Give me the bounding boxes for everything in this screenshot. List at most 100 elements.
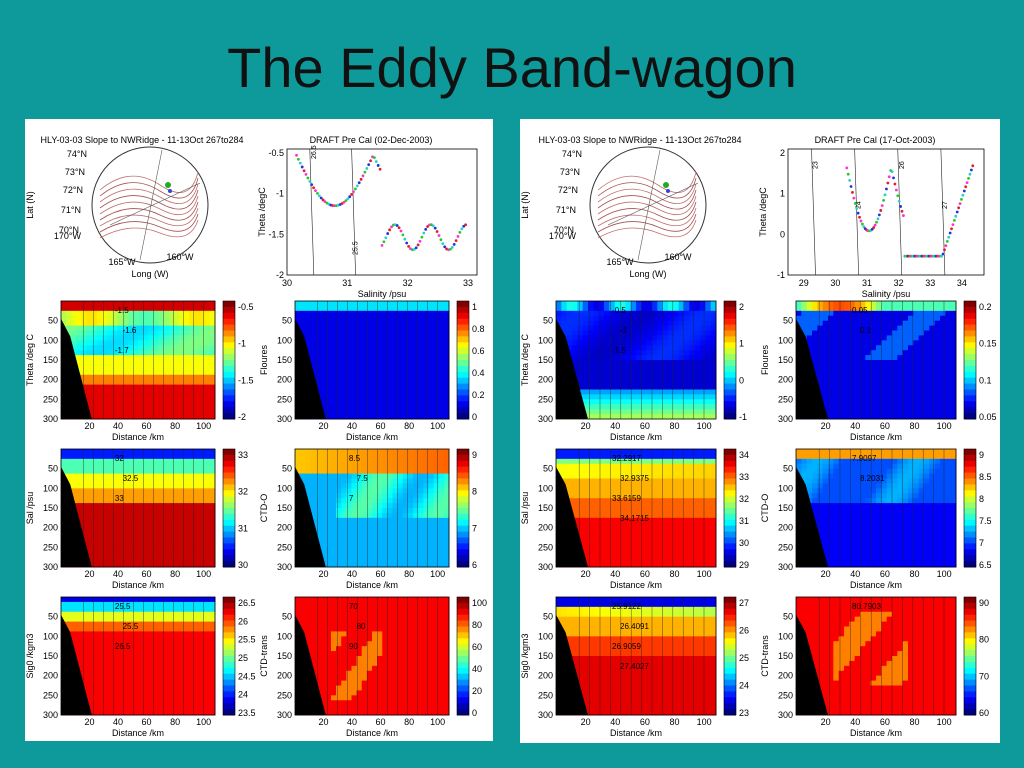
section-cell xyxy=(336,498,342,504)
section-cell xyxy=(138,463,144,470)
section-cell xyxy=(86,522,93,529)
section-cell xyxy=(71,626,77,632)
section-cell xyxy=(173,305,180,312)
section-cell xyxy=(199,498,206,504)
section-cell xyxy=(341,340,347,346)
section-cell xyxy=(189,656,195,662)
map-gridline-right xyxy=(637,149,661,261)
ts-isopycnal-label: 23 xyxy=(813,161,820,169)
section-cell xyxy=(315,320,322,327)
section-cell xyxy=(361,360,368,366)
section-cell xyxy=(325,399,332,405)
section-cell xyxy=(325,483,332,489)
section-cell xyxy=(138,449,144,455)
section-cell xyxy=(387,468,394,475)
section-cell xyxy=(428,636,435,642)
section-cell xyxy=(346,527,352,534)
section-cell xyxy=(66,478,72,484)
section-cell xyxy=(418,517,424,524)
section-cell xyxy=(184,552,190,558)
section-cell xyxy=(382,527,388,534)
section-cell xyxy=(209,517,216,524)
section-cell xyxy=(413,483,419,489)
section-cell xyxy=(402,547,409,553)
section-cell xyxy=(194,478,201,484)
section-xtick-label: 60 xyxy=(376,421,386,431)
section-cell xyxy=(428,350,435,356)
section-cell xyxy=(184,685,190,691)
section-cell xyxy=(71,478,77,484)
section-cell xyxy=(330,320,337,327)
section-cell xyxy=(163,685,170,691)
section-cell xyxy=(382,552,388,558)
section-cell xyxy=(199,369,206,376)
section-cell xyxy=(382,680,388,686)
section-cell xyxy=(117,641,124,647)
section-cell xyxy=(173,705,180,711)
section-cell xyxy=(163,690,170,696)
section-cell xyxy=(158,483,165,489)
section-cell xyxy=(102,483,108,489)
section-cell xyxy=(107,350,113,356)
section-cell xyxy=(127,330,134,336)
section-cell xyxy=(300,626,306,632)
ts-data-point xyxy=(308,180,312,183)
section-cell xyxy=(392,384,399,390)
section-cell xyxy=(438,498,445,504)
section-cell xyxy=(199,409,206,415)
section-cell xyxy=(418,305,424,312)
section-cell xyxy=(330,675,337,682)
section-xtick-label: 40 xyxy=(113,717,123,727)
section-cell xyxy=(61,301,67,307)
section-cell xyxy=(330,315,337,322)
section-ylabel: Sig0 /kgm3 xyxy=(25,633,35,678)
section-cell xyxy=(209,449,216,455)
section-cell xyxy=(102,364,108,371)
section-cell xyxy=(102,532,108,538)
section-cell xyxy=(91,384,98,390)
section-cell xyxy=(433,680,440,686)
section-cell xyxy=(330,621,337,627)
section-cell xyxy=(382,601,388,608)
section-cell xyxy=(204,626,211,632)
section-cell xyxy=(199,345,206,351)
section-cell xyxy=(330,414,337,420)
section-bathymetry xyxy=(61,466,92,567)
section-cell xyxy=(148,522,154,529)
section-cell xyxy=(168,404,175,410)
section-cell xyxy=(438,631,445,637)
section-cell xyxy=(96,478,103,484)
section-cell xyxy=(433,488,440,494)
section-cell xyxy=(351,631,358,637)
section-cell xyxy=(438,532,445,538)
section-cell xyxy=(122,631,129,637)
section-contour-label: -1.5 xyxy=(115,306,129,315)
section-cell xyxy=(433,458,440,465)
colorbar-tick-label: 60 xyxy=(472,642,482,652)
colorbar-segment xyxy=(457,449,469,456)
section-cell xyxy=(413,473,419,479)
section-contour-label: 70 xyxy=(349,602,358,611)
section-xtick-label: 20 xyxy=(319,717,329,727)
section-cell xyxy=(397,522,404,529)
section-cell xyxy=(189,685,195,691)
section-cell xyxy=(96,458,103,465)
map-contour xyxy=(99,183,199,205)
section-cell xyxy=(86,626,93,632)
section-cell xyxy=(392,597,399,603)
section-cell xyxy=(377,685,383,691)
section-cell xyxy=(107,399,113,405)
section-cell xyxy=(91,537,98,543)
section-cell xyxy=(372,597,378,603)
section-cell xyxy=(433,310,440,317)
section-cell xyxy=(179,350,185,356)
section-cell xyxy=(153,670,160,677)
section-xlabel: Distance /km xyxy=(112,728,164,738)
section-cell xyxy=(168,636,175,642)
section-cell xyxy=(387,493,394,499)
section-cell xyxy=(143,458,149,465)
section-cell xyxy=(96,340,103,346)
section-cell xyxy=(377,636,383,642)
section-cell xyxy=(71,611,77,618)
section-cell xyxy=(184,537,190,543)
